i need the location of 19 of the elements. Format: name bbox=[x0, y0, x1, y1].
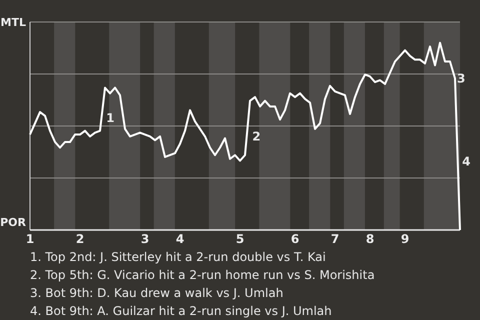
annotation: 3 bbox=[456, 71, 466, 86]
text: POR bbox=[0, 216, 27, 229]
x-tick-label: 8 bbox=[366, 232, 374, 246]
x-tick-label: 1 bbox=[26, 232, 34, 246]
x-tick-label: 2 bbox=[76, 232, 84, 246]
text: 3. Bot 9th: D. Kau drew a walk vs J. Umlah bbox=[30, 286, 284, 300]
text: 4 bbox=[462, 154, 471, 169]
x-tick-label: 4 bbox=[176, 232, 184, 246]
x-tick-label: 3 bbox=[140, 232, 150, 246]
text: 2. Top 5th: G. Vicario hit a 2-run home run vs S. Morishita bbox=[30, 268, 375, 282]
text: MTL bbox=[0, 16, 26, 29]
text: 4. Bot 9th: A. Guilzar hit a 2-run single vs J. Umlah bbox=[30, 304, 332, 318]
x-tick-label: 7 bbox=[330, 232, 340, 246]
x-tick-label: 9 bbox=[400, 232, 410, 246]
text: 1. Top 2nd: J. Sitterley hit a 2-run double vs T. Kai bbox=[30, 250, 326, 264]
x-tick-label: 6 bbox=[290, 232, 300, 246]
annotation: 2 bbox=[252, 130, 261, 144]
annotation: 1 bbox=[106, 110, 114, 125]
x-tick-label: 5 bbox=[236, 232, 244, 246]
